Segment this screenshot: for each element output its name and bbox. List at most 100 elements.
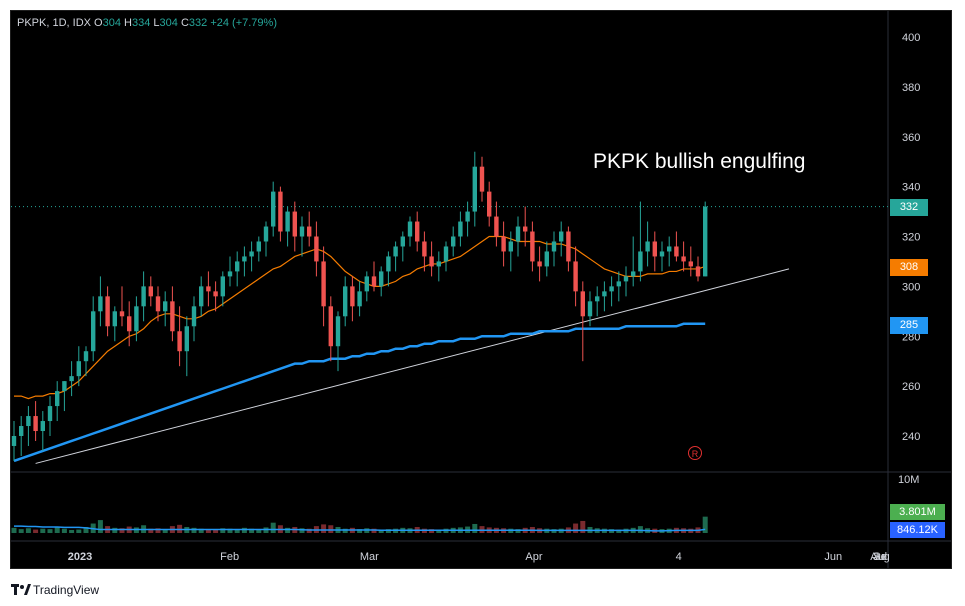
legend-open-label: O	[94, 17, 103, 29]
volume-bar	[220, 528, 226, 533]
candle	[652, 231, 657, 272]
candle	[371, 261, 377, 292]
candle	[573, 246, 578, 307]
replay-marker-icon[interactable]: R	[688, 446, 702, 460]
x-tick-label: 2023	[68, 551, 92, 563]
volume-bar	[472, 523, 478, 533]
candle	[328, 296, 333, 362]
candle-body	[371, 276, 377, 287]
volume-bar	[162, 529, 168, 533]
candle	[350, 276, 355, 322]
x-tick-label: Apr	[525, 551, 542, 563]
candle-body	[328, 306, 333, 347]
candle	[256, 236, 261, 262]
candle-body	[263, 226, 269, 242]
volume-bar	[205, 529, 211, 533]
candle	[393, 241, 398, 272]
legend-high-value: 334	[131, 17, 151, 29]
candle-body	[523, 226, 528, 232]
volume-bar	[119, 528, 125, 533]
candle-body	[105, 296, 110, 327]
brand[interactable]: TradingView	[11, 582, 99, 597]
candle	[141, 271, 146, 322]
volume-bar	[299, 528, 305, 533]
volume-bar	[256, 529, 262, 533]
y-tick-label: 320	[902, 232, 920, 244]
volume-bar	[40, 528, 46, 533]
volume-bar	[25, 528, 31, 533]
candle-body	[292, 211, 297, 237]
chart-frame[interactable]	[10, 10, 952, 569]
candle	[530, 221, 535, 272]
candle	[134, 296, 139, 342]
candle-body	[487, 191, 492, 217]
volume-bar	[213, 529, 219, 533]
candle	[472, 151, 477, 227]
volume-bar	[637, 526, 643, 533]
candle-body	[551, 241, 557, 252]
candle	[242, 246, 247, 277]
candle-body	[127, 316, 132, 332]
y-tick-label: 260	[902, 381, 920, 393]
candle-body	[580, 291, 585, 317]
candle	[523, 206, 528, 247]
legend-symbol: PKPK, 1D, IDX	[17, 17, 91, 29]
candle	[314, 221, 319, 277]
tradingview-logo-icon	[11, 583, 31, 595]
volume-badge: 3.801M	[890, 504, 945, 520]
candle	[220, 271, 225, 307]
candle	[33, 401, 38, 441]
candle	[609, 276, 614, 307]
candle-body	[688, 261, 693, 267]
volume-bar	[580, 520, 586, 533]
volume-bar	[429, 529, 435, 533]
candle-body	[335, 316, 341, 347]
candle-body	[213, 291, 218, 297]
candle	[674, 231, 679, 262]
ma-long-line	[13, 322, 706, 463]
candle-body	[134, 306, 139, 332]
candle	[19, 416, 24, 456]
candle-body	[271, 191, 276, 227]
candle-body	[645, 241, 650, 252]
x-tick-label: Aug	[870, 551, 890, 563]
candle	[515, 216, 521, 257]
trendline	[35, 268, 790, 464]
candle	[508, 231, 513, 272]
candle-body	[119, 311, 125, 317]
volume-bar	[378, 529, 384, 533]
candle	[235, 251, 240, 287]
candle	[386, 251, 391, 287]
candle-body	[443, 246, 449, 262]
candle-body	[91, 311, 96, 352]
candle	[645, 221, 650, 267]
candle-body	[357, 291, 362, 307]
candles	[11, 151, 708, 461]
candle-body	[609, 286, 614, 292]
x-tick-label: Jun	[824, 551, 842, 563]
volume-bar	[47, 529, 53, 533]
candle-body	[163, 301, 168, 312]
grid-layer	[11, 11, 951, 568]
candle	[587, 291, 593, 327]
candle-body	[220, 276, 225, 297]
candle-body	[249, 251, 254, 257]
volume-bar	[155, 528, 161, 533]
candle-body	[436, 261, 441, 267]
volume-bar	[328, 525, 334, 533]
candle-body	[170, 301, 175, 332]
axis-labels: 240 260 280 300 320 340 360 380 400 2023 Feb Mar Apr…	[68, 32, 921, 563]
x-tick-label: 4	[676, 551, 682, 563]
candle-body	[616, 281, 621, 287]
y-tick-label: 340	[902, 182, 920, 194]
candle	[479, 156, 485, 202]
candle-body	[350, 286, 355, 307]
candle-body	[69, 376, 74, 382]
volume-bar	[321, 524, 327, 533]
candle	[299, 216, 305, 257]
volume-ma-badge: 846.12K	[890, 522, 945, 538]
volume-bar	[69, 529, 75, 533]
candle-body	[587, 301, 593, 317]
volume-bar	[357, 529, 363, 533]
